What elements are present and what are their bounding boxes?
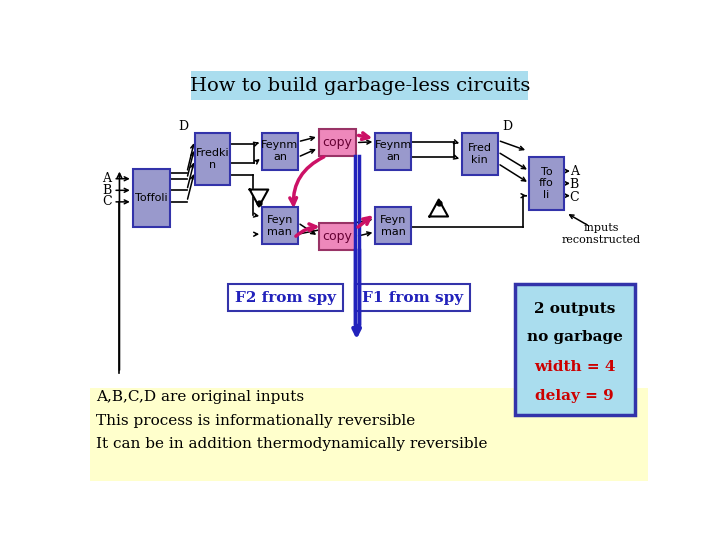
Text: Feynm
an: Feynm an xyxy=(374,140,412,162)
Text: A,B,C,D are original inputs: A,B,C,D are original inputs xyxy=(96,390,305,404)
Text: C: C xyxy=(570,191,579,204)
Text: 2 outputs: 2 outputs xyxy=(534,302,616,316)
Polygon shape xyxy=(429,200,448,217)
Text: Feyn
man: Feyn man xyxy=(266,215,293,237)
Text: A: A xyxy=(102,172,112,185)
FancyArrowPatch shape xyxy=(296,224,316,236)
Text: Toffoli: Toffoli xyxy=(135,193,168,202)
Text: inputs
reconstructed: inputs reconstructed xyxy=(562,224,641,245)
Text: B: B xyxy=(102,184,112,197)
Text: no garbage: no garbage xyxy=(527,329,623,343)
Text: Fredki
n: Fredki n xyxy=(196,148,229,170)
Text: It can be in addition thermodynamically reversible: It can be in addition thermodynamically … xyxy=(96,437,487,451)
Text: D: D xyxy=(179,120,189,133)
Text: Feynm
an: Feynm an xyxy=(261,140,299,162)
FancyBboxPatch shape xyxy=(228,284,343,311)
FancyBboxPatch shape xyxy=(375,207,411,244)
FancyBboxPatch shape xyxy=(262,207,297,244)
Text: D: D xyxy=(502,120,512,133)
Text: A: A xyxy=(570,165,579,178)
Text: F1 from spy: F1 from spy xyxy=(362,291,463,305)
FancyBboxPatch shape xyxy=(194,132,230,185)
FancyBboxPatch shape xyxy=(319,129,356,156)
Text: How to build garbage-less circuits: How to build garbage-less circuits xyxy=(189,77,530,96)
Text: This process is informationally reversible: This process is informationally reversib… xyxy=(96,414,415,428)
Text: B: B xyxy=(570,178,579,191)
FancyArrowPatch shape xyxy=(359,133,369,139)
FancyBboxPatch shape xyxy=(355,284,469,311)
FancyBboxPatch shape xyxy=(262,132,297,170)
Text: copy: copy xyxy=(323,136,352,148)
Polygon shape xyxy=(250,190,269,206)
Text: Feyn
man: Feyn man xyxy=(380,215,406,237)
FancyBboxPatch shape xyxy=(375,132,411,170)
Text: To
ffo
li: To ffo li xyxy=(539,167,554,200)
FancyArrowPatch shape xyxy=(358,218,370,227)
FancyBboxPatch shape xyxy=(515,284,635,415)
FancyBboxPatch shape xyxy=(319,222,356,249)
FancyBboxPatch shape xyxy=(90,388,648,481)
FancyBboxPatch shape xyxy=(462,132,498,175)
FancyBboxPatch shape xyxy=(191,71,528,100)
Text: copy: copy xyxy=(323,230,352,242)
Text: F2 from spy: F2 from spy xyxy=(235,291,336,305)
FancyBboxPatch shape xyxy=(132,168,170,226)
FancyArrowPatch shape xyxy=(290,157,324,205)
Text: delay = 9: delay = 9 xyxy=(536,389,614,403)
Text: Fred
kin: Fred kin xyxy=(468,143,492,165)
Text: width = 4: width = 4 xyxy=(534,360,616,374)
FancyBboxPatch shape xyxy=(529,157,564,210)
Text: C: C xyxy=(102,195,112,208)
